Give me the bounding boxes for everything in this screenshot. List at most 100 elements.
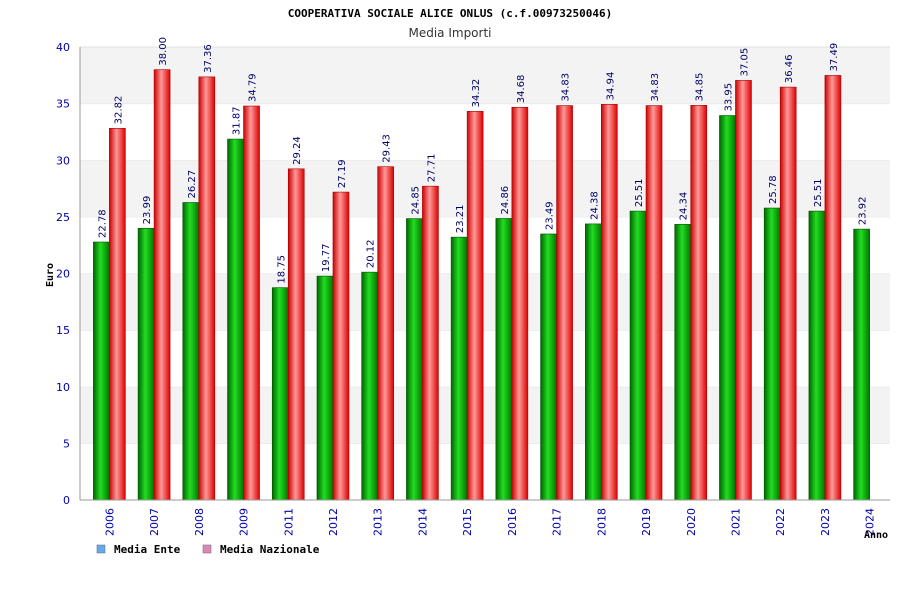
bar-media-nazionale-2009 (243, 105, 260, 501)
value-labels: 22.78 32.82 23.99 38.00 26.27 37.36 31.87 34.79… (97, 37, 868, 284)
bar-media-nazionale-2012 (332, 191, 350, 501)
x-tick-label-2024: 2024 (864, 508, 877, 536)
value-label-media-nazionale-2012: 27.19 (337, 159, 348, 188)
value-label-media-nazionale-2011: 29.24 (292, 136, 303, 165)
value-label-media-ente-2018: 24.38 (589, 191, 600, 220)
value-label-media-ente-2013: 20.12 (366, 240, 377, 269)
value-label-media-ente-2008: 26.27 (187, 170, 198, 199)
bar-media-ente-2015 (450, 236, 468, 501)
value-label-media-nazionale-2008: 37.36 (203, 44, 214, 73)
y-tick-label: 25 (56, 211, 70, 224)
value-label-media-ente-2007: 23.99 (142, 196, 153, 225)
x-tick-label-2014: 2014 (416, 508, 429, 536)
x-tick-label-2021: 2021 (729, 508, 742, 536)
x-tick-label-2016: 2016 (506, 508, 519, 536)
x-tick-label-2018: 2018 (595, 508, 608, 536)
value-label-media-ente-2006: 22.78 (97, 209, 108, 238)
value-label-media-nazionale-2018: 34.94 (605, 72, 616, 101)
value-label-media-ente-2019: 25.51 (634, 178, 645, 207)
x-tick-label-2008: 2008 (193, 508, 206, 536)
x-tick-label-2022: 2022 (774, 508, 787, 536)
chart-subtitle: Media Importi (408, 26, 491, 40)
value-label-media-nazionale-2009: 34.79 (248, 73, 259, 102)
bar-media-nazionale-2016 (511, 106, 529, 501)
y-tick-label: 0 (63, 494, 70, 507)
bar-media-ente-2019 (629, 210, 647, 501)
value-label-media-ente-2011: 18.75 (276, 255, 287, 284)
value-label-media-nazionale-2017: 34.83 (561, 73, 572, 102)
bar-media-nazionale-2019 (645, 105, 663, 501)
bar-media-nazionale-2023 (824, 75, 842, 501)
value-label-media-ente-2012: 19.77 (321, 243, 332, 272)
value-label-media-nazionale-2016: 34.68 (516, 75, 527, 104)
bar-media-nazionale-2017 (556, 105, 573, 501)
bar-media-ente-2008 (182, 202, 200, 501)
bar-media-ente-2011 (271, 287, 289, 501)
y-tick-label: 20 (56, 268, 70, 281)
x-axis-label: Anno (864, 530, 888, 541)
value-label-media-nazionale-2023: 37.49 (829, 43, 840, 72)
bar-media-ente-2023 (808, 210, 826, 501)
bar-media-nazionale-2015 (466, 111, 484, 501)
bar-media-ente-2009 (227, 138, 244, 501)
legend-item-media-nazionale: Media Nazionale (202, 543, 320, 556)
value-label-media-ente-2024: 23.92 (858, 196, 869, 225)
bar-media-ente-2006 (93, 241, 110, 501)
legend-item-media-ente: Media Ente (96, 543, 181, 556)
x-tick-label-2013: 2013 (372, 508, 385, 536)
value-label-media-ente-2017: 23.49 (545, 201, 556, 230)
value-label-media-ente-2023: 25.51 (813, 178, 824, 207)
value-label-media-ente-2015: 23.21 (455, 205, 466, 234)
value-label-media-nazionale-2020: 34.85 (695, 73, 706, 102)
value-label-media-nazionale-2007: 38.00 (158, 37, 169, 66)
bar-media-ente-2007 (137, 228, 155, 501)
x-tick-label-2007: 2007 (148, 508, 161, 536)
legend-label-media-ente: Media Ente (114, 543, 181, 556)
bar-media-nazionale-2018 (601, 104, 618, 501)
chart-title: COOPERATIVA SOCIALE ALICE ONLUS (c.f.009… (288, 7, 613, 20)
bar-media-ente-2020 (674, 224, 692, 501)
value-label-media-nazionale-2013: 29.43 (382, 134, 393, 163)
bar-media-nazionale-2011 (287, 168, 305, 501)
value-label-media-nazionale-2021: 37.05 (739, 48, 750, 77)
bar-media-nazionale-2013 (377, 166, 394, 501)
bar-media-nazionale-2021 (735, 80, 752, 501)
bar-media-ente-2014 (406, 218, 423, 501)
x-tick-label-2019: 2019 (640, 508, 653, 536)
x-axis-ticks: 2006 2007 2008 2009 2011 2012 2013 2014 2015 2016… (103, 508, 876, 536)
value-label-media-nazionale-2019: 34.83 (650, 73, 661, 102)
value-label-media-ente-2020: 24.34 (679, 192, 690, 221)
y-axis-label: Euro (45, 263, 56, 287)
legend-label-media-nazionale: Media Nazionale (220, 543, 320, 556)
value-label-media-ente-2022: 25.78 (768, 175, 779, 204)
x-tick-label-2020: 2020 (685, 508, 698, 536)
bar-media-nazionale-2022 (779, 86, 797, 501)
value-label-media-ente-2009: 31.87 (232, 106, 243, 135)
bar-media-ente-2022 (763, 207, 781, 501)
value-label-media-nazionale-2015: 34.32 (471, 79, 482, 108)
bar-media-ente-2021 (719, 115, 736, 501)
bar-media-ente-2012 (316, 275, 334, 501)
value-label-media-ente-2021: 33.95 (723, 83, 734, 112)
value-label-media-nazionale-2022: 36.46 (784, 54, 795, 83)
x-tick-label-2009: 2009 (238, 508, 251, 536)
bar-media-nazionale-2020 (690, 105, 708, 501)
legend-swatch-media-nazionale (202, 544, 212, 554)
y-tick-label: 5 (63, 437, 70, 450)
bar-media-ente-2013 (361, 271, 378, 501)
x-tick-label-2023: 2023 (819, 508, 832, 536)
value-label-media-nazionale-2006: 32.82 (113, 96, 124, 125)
bar-media-ente-2024 (853, 228, 870, 501)
y-tick-label: 40 (56, 41, 70, 54)
bar-media-nazionale-2007 (153, 69, 171, 501)
bar-media-ente-2016 (495, 218, 513, 501)
bar-media-ente-2018 (585, 223, 602, 501)
x-tick-label-2015: 2015 (461, 508, 474, 536)
y-tick-label: 35 (56, 98, 70, 111)
bar-media-nazionale-2014 (422, 185, 439, 501)
x-tick-label-2012: 2012 (327, 508, 340, 536)
y-tick-label: 10 (56, 381, 70, 394)
legend-swatch-media-ente (96, 544, 106, 554)
